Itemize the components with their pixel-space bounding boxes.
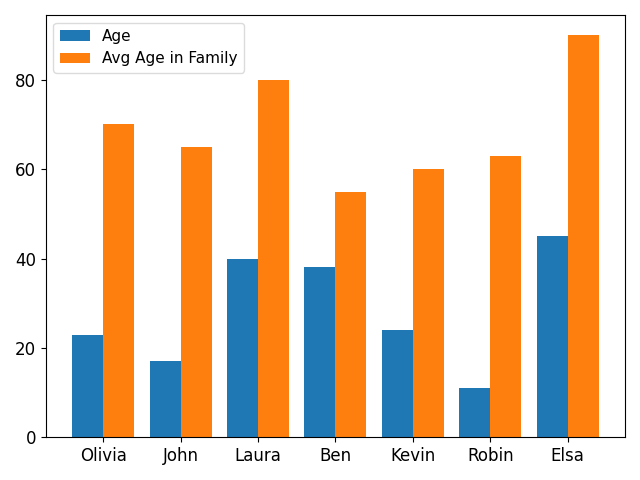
Bar xyxy=(335,192,366,437)
Bar xyxy=(103,124,134,437)
Bar xyxy=(568,35,598,437)
Bar xyxy=(180,147,212,437)
Bar xyxy=(305,267,335,437)
Bar xyxy=(490,156,521,437)
Bar xyxy=(227,259,258,437)
Bar xyxy=(537,236,568,437)
Bar xyxy=(150,361,180,437)
Bar xyxy=(382,330,413,437)
Bar xyxy=(258,80,289,437)
Bar xyxy=(460,388,490,437)
Legend: Age, Avg Age in Family: Age, Avg Age in Family xyxy=(54,23,244,72)
Bar xyxy=(72,335,103,437)
Bar xyxy=(413,169,444,437)
